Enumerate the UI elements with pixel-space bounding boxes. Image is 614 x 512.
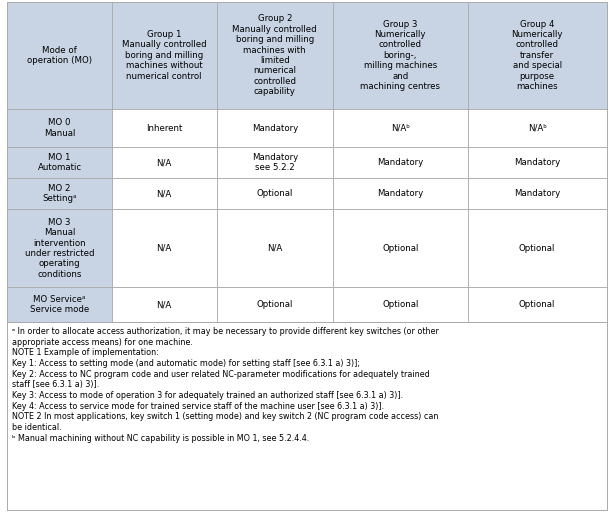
Bar [112,109,217,147]
Bar [112,287,217,322]
Bar [333,178,468,209]
Bar [468,178,607,209]
Text: be identical.: be identical. [12,423,61,432]
Text: N/Aᵇ: N/Aᵇ [527,123,546,133]
Bar [333,209,468,287]
Text: MO 1
Automatic: MO 1 Automatic [37,153,82,173]
Bar [7,109,112,147]
Text: Mandatory: Mandatory [377,189,424,198]
Bar [112,209,217,287]
Text: Optional: Optional [382,300,419,309]
Bar [468,287,607,322]
Text: NOTE 2 In most applications, key switch 1 (setting mode) and key switch 2 (NC pr: NOTE 2 In most applications, key switch … [12,412,438,421]
Bar [468,209,607,287]
Text: Optional: Optional [519,300,555,309]
Bar [7,147,112,178]
Text: N/A: N/A [157,189,172,198]
Text: Mandatory: Mandatory [377,158,424,167]
Text: Key 3: Access to mode of operation 3 for adequately trained an authorized staff : Key 3: Access to mode of operation 3 for… [12,391,403,400]
Bar [468,109,607,147]
Bar [333,147,468,178]
Bar [112,178,217,209]
Bar [217,178,333,209]
Bar [7,2,112,109]
Text: Mandatory: Mandatory [252,123,298,133]
Text: N/A: N/A [267,244,282,253]
Text: Mandatory: Mandatory [514,189,560,198]
Bar [217,209,333,287]
Bar [468,2,607,109]
Bar [7,322,607,510]
Bar [217,109,333,147]
Text: Optional: Optional [382,244,419,253]
Text: Optional: Optional [519,244,555,253]
Text: Mandatory
see 5.2.2: Mandatory see 5.2.2 [252,153,298,173]
Text: Group 2
Manually controlled
boring and milling
machines with
limited
numerical
c: Group 2 Manually controlled boring and m… [233,14,317,96]
Text: ᵃ In order to allocate access authorization, it may be necessary to provide diff: ᵃ In order to allocate access authorizat… [12,327,438,336]
Text: MO 3
Manual
intervention
under restricted
operating
conditions: MO 3 Manual intervention under restricte… [25,218,95,279]
Bar [7,209,112,287]
Bar [468,147,607,178]
Text: ᵇ Manual machining without NC capability is possible in MO 1, see 5.2.4.4.: ᵇ Manual machining without NC capability… [12,434,309,442]
Text: MO 2
Settingᵃ: MO 2 Settingᵃ [42,184,77,203]
Text: staff [see 6.3.1 a) 3)].: staff [see 6.3.1 a) 3)]. [12,380,99,389]
Bar [217,2,333,109]
Bar [333,2,468,109]
Text: Key 2: Access to NC program code and user related NC-parameter modifications for: Key 2: Access to NC program code and use… [12,370,429,379]
Text: appropriate access means) for one machine.: appropriate access means) for one machin… [12,338,193,347]
Bar [112,2,217,109]
Bar [217,147,333,178]
Text: Mode of
operation (MO): Mode of operation (MO) [27,46,92,65]
Text: Optional: Optional [257,300,293,309]
Text: N/A: N/A [157,158,172,167]
Text: Group 4
Numerically
controlled
transfer
and special
purpose
machines: Group 4 Numerically controlled transfer … [511,19,563,91]
Bar [112,147,217,178]
Bar [217,287,333,322]
Bar [7,178,112,209]
Text: N/A: N/A [157,244,172,253]
Text: Group 1
Manually controlled
boring and milling
machines without
numerical contro: Group 1 Manually controlled boring and m… [122,30,206,80]
Bar [7,2,607,322]
Text: NOTE 1 Example of implementation:: NOTE 1 Example of implementation: [12,349,158,357]
Bar [7,287,112,322]
Bar [333,287,468,322]
Text: Group 3
Numerically
controlled
boring-,
milling machines
and
machining centres: Group 3 Numerically controlled boring-, … [360,19,440,91]
Text: N/A: N/A [157,300,172,309]
Text: Inherent: Inherent [146,123,182,133]
Text: Optional: Optional [257,189,293,198]
Bar [333,109,468,147]
Text: MO 0
Manual: MO 0 Manual [44,118,76,138]
Text: N/Aᵇ: N/Aᵇ [391,123,410,133]
Text: Mandatory: Mandatory [514,158,560,167]
Text: MO Serviceᵃ
Service mode: MO Serviceᵃ Service mode [30,295,89,314]
Bar [7,322,607,510]
Text: Key 1: Access to setting mode (and automatic mode) for setting staff [see 6.3.1 : Key 1: Access to setting mode (and autom… [12,359,360,368]
Text: Key 4: Access to service mode for trained service staff of the machine user [see: Key 4: Access to service mode for traine… [12,401,384,411]
